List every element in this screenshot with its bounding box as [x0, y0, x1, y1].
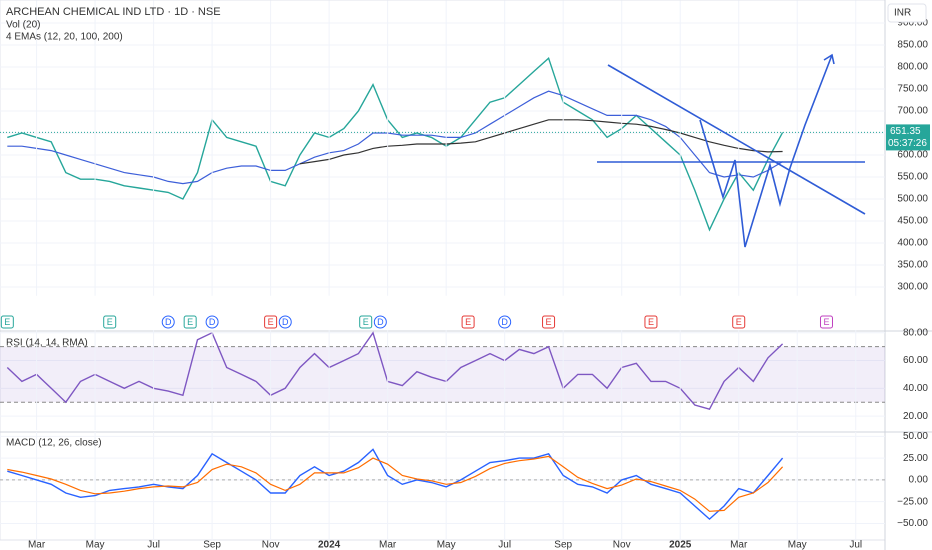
last-price: 651.35: [890, 126, 921, 137]
trend-line: [607, 64, 866, 215]
event-marker: [732, 315, 746, 329]
x-tick-label: Nov: [262, 540, 280, 550]
y-tick-label: −50.00: [897, 518, 928, 529]
arrow-head: [823, 53, 835, 65]
event-label: E: [736, 317, 742, 327]
last-price-box: [886, 124, 930, 151]
chart-title: ARCHEAN CHEMICAL IND LTD · 1D · NSE: [6, 6, 221, 18]
event-marker: [278, 315, 292, 329]
x-tick-label: Mar: [379, 540, 397, 550]
x-tick-label: Mar: [730, 540, 748, 550]
event-marker: [0, 315, 14, 329]
y-tick-label: 350.00: [897, 260, 928, 271]
pattern-line: [699, 54, 833, 248]
event-label: D: [501, 317, 508, 327]
y-tick-label: 550.00: [897, 172, 928, 183]
event-label: E: [268, 317, 274, 327]
event-label: D: [377, 317, 384, 327]
series-line: [299, 119, 783, 165]
event-marker: [264, 315, 278, 329]
x-tick-label: Jul: [498, 540, 511, 550]
y-tick-label: 60.00: [903, 355, 928, 366]
event-marker: [819, 315, 833, 329]
event-marker: [359, 315, 373, 329]
event-marker: [498, 315, 512, 329]
x-tick-label: May: [788, 540, 807, 550]
y-tick-label: 850.00: [897, 40, 928, 51]
event-label: D: [282, 317, 289, 327]
y-tick-label: 300.00: [897, 282, 928, 293]
x-tick-label: Sep: [554, 540, 572, 550]
event-label: E: [107, 317, 113, 327]
x-tick-label: Nov: [613, 540, 631, 550]
series-line: [7, 56, 784, 232]
y-tick-label: 400.00: [897, 238, 928, 249]
x-tick-label: May: [86, 540, 105, 550]
y-tick-label: 25.00: [903, 453, 928, 464]
y-tick-label: 20.00: [903, 411, 928, 422]
event-marker: [205, 315, 219, 329]
y-tick-label: 500.00: [897, 194, 928, 205]
plot-frame: [0, 0, 886, 541]
event-marker: [183, 315, 197, 329]
y-tick-label: 800.00: [897, 62, 928, 73]
indicator-label: MACD (12, 26, close): [6, 438, 102, 449]
indicator-label: RSI (14, 14, RMA): [6, 338, 88, 349]
rsi-band: [0, 346, 885, 403]
y-tick-label: 40.00: [903, 383, 928, 394]
y-tick-label: 750.00: [897, 84, 928, 95]
event-label: E: [648, 317, 654, 327]
event-label: E: [546, 317, 552, 327]
indicator-label: Vol (20): [6, 20, 40, 31]
x-tick-label: May: [437, 540, 456, 550]
x-tick-label: Jul: [147, 540, 160, 550]
series-line: [7, 90, 783, 185]
x-tick-label: 2025: [669, 540, 692, 550]
event-label: E: [823, 317, 829, 327]
event-marker: [461, 315, 475, 329]
event-marker: [103, 315, 117, 329]
event-label: E: [187, 317, 193, 327]
drawings: [597, 53, 866, 248]
y-tick-label: 700.00: [897, 106, 928, 117]
y-tick-label: 0.00: [909, 475, 929, 486]
currency[interactable]: INR: [894, 8, 911, 19]
currency-box[interactable]: [887, 3, 927, 23]
y-tick-label: 80.00: [903, 327, 928, 338]
event-label: E: [363, 317, 369, 327]
y-tick-label: 600.00: [897, 150, 928, 161]
x-tick-label: Mar: [28, 540, 46, 550]
indicator-label: 4 EMAs (12, 20, 100, 200): [6, 32, 123, 43]
event-label: D: [165, 317, 172, 327]
event-marker: [161, 315, 175, 329]
event-marker: [373, 315, 387, 329]
x-tick-label: Sep: [203, 540, 221, 550]
y-tick-label: 900.00: [897, 18, 928, 29]
y-tick-label: 50.00: [903, 431, 928, 442]
series-line: [7, 455, 784, 512]
x-tick-label: 2024: [318, 540, 341, 550]
series-line: [7, 448, 784, 521]
series-line: [6, 331, 784, 411]
x-tick-label: Jul: [849, 540, 862, 550]
event-label: D: [209, 317, 216, 327]
event-label: E: [465, 317, 471, 327]
event-label: E: [4, 317, 10, 327]
countdown: 05:37:26: [888, 138, 927, 149]
event-marker: [542, 315, 556, 329]
event-marker: [644, 315, 658, 329]
y-tick-label: 450.00: [897, 216, 928, 227]
y-tick-label: −25.00: [897, 496, 928, 507]
